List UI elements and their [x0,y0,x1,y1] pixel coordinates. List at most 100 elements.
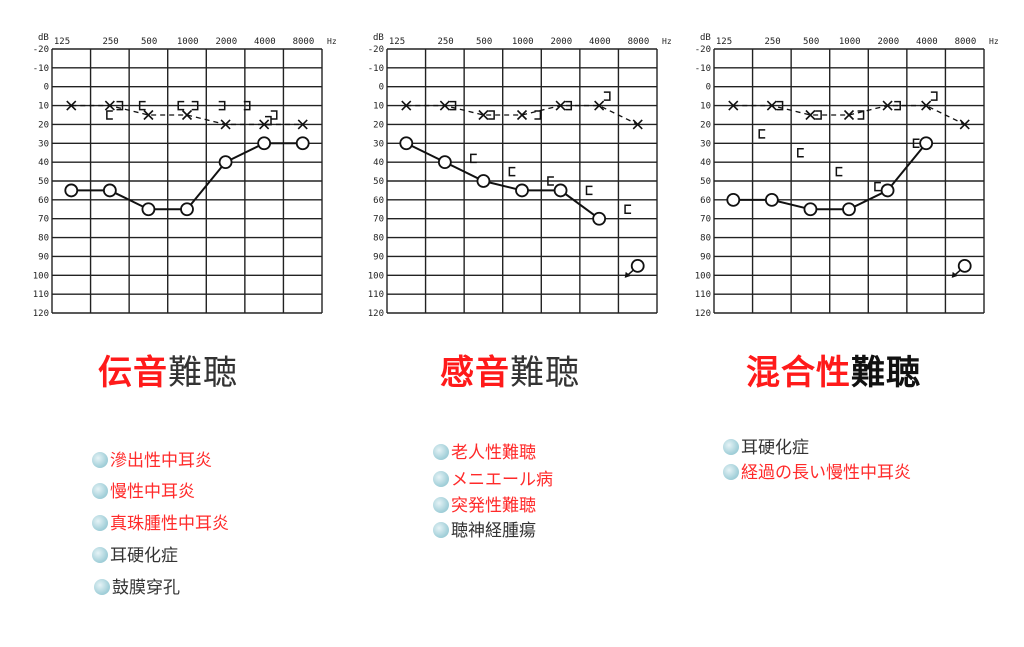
y-tick-label: 70 [700,215,711,225]
x-tick-label: 500 [476,37,492,47]
bone-conduction-left [270,110,278,120]
list-item: 滲出性中耳炎 [92,451,212,471]
bone-conduction-right [508,166,516,177]
list-item: 鼓膜穿孔 [94,578,180,598]
y-tick-label: 0 [44,83,49,93]
bone-conduction-left [930,91,938,101]
y-tick-label: 30 [373,139,384,149]
x-tick-label: 250 [764,37,780,47]
bone-conduction-left [488,110,495,120]
y-tick-label: 70 [38,215,49,225]
bone-conduction-left [894,100,901,111]
y-tick-label: -20 [368,45,384,55]
data-point-x [555,100,566,111]
y-tick-label: 110 [368,290,384,300]
bone-conduction-right [547,176,554,186]
list-item: 耳硬化症 [723,438,809,458]
bullet-icon [433,444,449,460]
bone-conduction-left [534,110,542,120]
title-dark-part: 難聴 [510,353,580,393]
y-tick-label: 90 [38,252,49,262]
data-point-x [921,100,932,111]
data-point-x [805,109,816,121]
scale-out-arrowhead [624,271,631,278]
bullet-icon [723,464,739,480]
audiogram-svg: dB -20 -10 0 10 20 30 40 50 60 70 80 90 100 110 120 125 2… [368,33,672,319]
bullet-icon [92,452,108,468]
data-point-x [516,109,528,121]
y-tick-label: 110 [33,290,49,300]
bone-conduction-right [874,181,881,192]
audiogram-svg: dB -20 -10 0 10 20 30 40 50 60 70 80 90 100 110 120 125 2… [33,33,337,319]
y-tick-label: -10 [695,64,711,74]
y-tick-label: 120 [695,309,711,319]
data-point-o [592,211,607,226]
y-tick-label: 70 [373,215,384,225]
bone-conduction-left [776,100,784,111]
x-tick-label: 1000 [177,37,199,47]
title-dark-part: 難聴 [168,353,238,393]
x-tick-label: 1000 [512,37,534,47]
title-sensorineural: 感音難聴 [440,345,580,394]
y-tick-label: 50 [373,177,384,187]
list-item: 突発性難聴 [433,496,536,516]
title-mixed: 混合性難聴 [746,345,921,394]
y-tick-label: 100 [695,271,711,281]
list-item: 耳硬化症 [92,546,178,566]
y-tick-label: 50 [700,177,711,187]
x-tick-label: 4000 [916,37,938,47]
y-tick-label: 80 [700,234,711,244]
data-point-x [478,109,489,121]
data-point-x [594,100,605,111]
x-tick-label: 125 [716,37,732,47]
x-tick-label: 4000 [254,37,276,47]
data-point-x [220,119,231,130]
y-tick-label: 10 [38,102,49,112]
db-unit-label: dB [700,33,711,43]
y-tick-label: 10 [373,102,384,112]
bone-conduction-left [603,91,611,101]
y-tick-label: 10 [700,102,711,112]
y-tick-label: 100 [368,271,384,281]
bone-conduction-left [191,100,199,111]
data-point-o [64,183,79,198]
bone-conduction-left [243,100,251,111]
data-point-o [102,183,117,198]
scale-out-point [630,258,645,273]
y-tick-label: 60 [700,196,711,206]
bullet-icon [94,579,110,595]
y-tick-label: 120 [368,309,384,319]
x-tick-label: 8000 [955,37,977,47]
bone-conduction-right [835,166,843,177]
y-tick-label: 40 [700,158,711,168]
y-tick-label: -10 [33,64,49,74]
bullet-icon [92,515,108,531]
y-tick-label: 80 [373,234,384,244]
bone-conduction-right [138,100,146,111]
data-point-x [104,100,115,111]
bone-conduction-right [470,153,477,164]
bone-conduction-right [797,147,804,158]
x-tick-label: 8000 [293,37,315,47]
bone-conduction-left [218,100,226,111]
list-item: 聴神経腫瘍 [433,521,536,541]
bone-conduction-left [815,110,822,120]
bullet-icon [92,483,108,499]
x-tick-label: 500 [803,37,819,47]
db-unit-label: dB [373,33,384,43]
data-point-x [766,100,777,111]
bone-conduction-left [116,100,124,111]
db-unit-label: dB [38,33,49,43]
scale-out-point [957,258,972,273]
data-point-o [553,183,568,198]
y-tick-label: 120 [33,309,49,319]
x-tick-label: 500 [141,37,157,47]
x-tick-label: 4000 [589,37,611,47]
y-tick-label: 60 [373,196,384,206]
data-point-o [218,155,233,170]
y-tick-label: 40 [373,158,384,168]
hz-unit-label: Hz [662,37,672,46]
bone-conduction-right [177,100,185,111]
bullet-icon [433,497,449,513]
data-point-x [882,100,893,111]
